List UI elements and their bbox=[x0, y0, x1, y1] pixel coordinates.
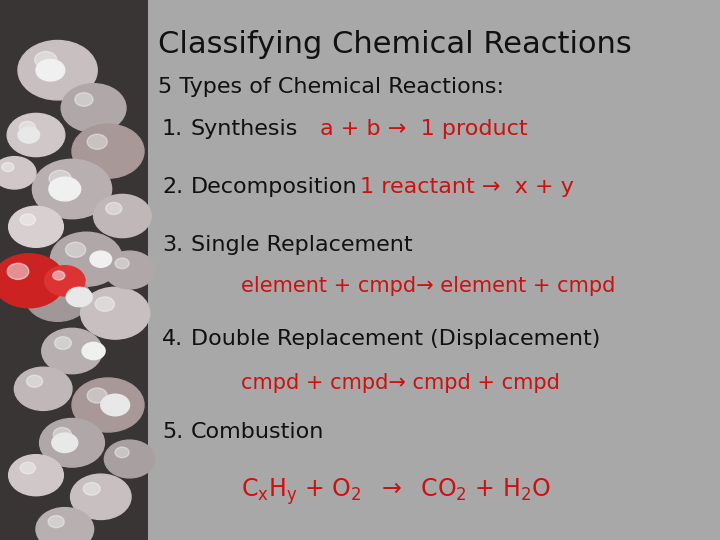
Text: 2.: 2. bbox=[162, 177, 183, 197]
Circle shape bbox=[50, 232, 122, 286]
Circle shape bbox=[104, 251, 155, 289]
Text: Synthesis: Synthesis bbox=[191, 119, 298, 139]
Circle shape bbox=[90, 251, 112, 267]
Circle shape bbox=[32, 159, 112, 219]
Circle shape bbox=[101, 394, 130, 416]
Circle shape bbox=[115, 258, 129, 269]
Circle shape bbox=[71, 474, 131, 519]
Text: Decomposition: Decomposition bbox=[191, 177, 357, 197]
Circle shape bbox=[95, 297, 114, 312]
Circle shape bbox=[45, 266, 85, 296]
Circle shape bbox=[7, 113, 65, 157]
Circle shape bbox=[66, 287, 92, 307]
Circle shape bbox=[7, 263, 29, 280]
Circle shape bbox=[72, 378, 144, 432]
Circle shape bbox=[35, 51, 57, 68]
Text: 1 reactant →  x + y: 1 reactant → x + y bbox=[360, 177, 574, 197]
Circle shape bbox=[18, 127, 40, 143]
Circle shape bbox=[115, 447, 129, 458]
Bar bbox=[0, 0, 148, 540]
Text: Double Replacement (Displacement): Double Replacement (Displacement) bbox=[191, 329, 600, 349]
Text: 1.: 1. bbox=[162, 119, 183, 139]
Circle shape bbox=[40, 418, 104, 467]
Circle shape bbox=[72, 124, 144, 178]
Text: element + cmpd→ element + cmpd: element + cmpd→ element + cmpd bbox=[241, 276, 616, 296]
Text: a + b →  1 product: a + b → 1 product bbox=[320, 119, 528, 139]
Text: 5.: 5. bbox=[162, 422, 184, 442]
Circle shape bbox=[25, 273, 90, 321]
Circle shape bbox=[84, 483, 100, 495]
Circle shape bbox=[52, 433, 78, 453]
Circle shape bbox=[20, 214, 35, 225]
Circle shape bbox=[36, 59, 65, 81]
Circle shape bbox=[0, 157, 36, 189]
Circle shape bbox=[94, 194, 151, 238]
Circle shape bbox=[61, 84, 126, 132]
Circle shape bbox=[87, 388, 107, 403]
Circle shape bbox=[48, 516, 64, 528]
Text: Classifying Chemical Reactions: Classifying Chemical Reactions bbox=[158, 30, 632, 59]
Circle shape bbox=[104, 440, 155, 478]
Text: $\mathregular{C_xH_y}$ + $\mathregular{O_2}$  $\rightarrow$  $\mathregular{CO_2}: $\mathregular{C_xH_y}$ + $\mathregular{O… bbox=[241, 476, 551, 507]
Text: 4.: 4. bbox=[162, 329, 183, 349]
Circle shape bbox=[9, 206, 63, 247]
Circle shape bbox=[0, 254, 65, 308]
Text: 5 Types of Chemical Reactions:: 5 Types of Chemical Reactions: bbox=[158, 77, 505, 97]
Circle shape bbox=[106, 202, 122, 214]
Circle shape bbox=[49, 170, 71, 187]
Circle shape bbox=[42, 328, 102, 374]
Circle shape bbox=[20, 462, 35, 474]
Circle shape bbox=[87, 134, 107, 150]
Circle shape bbox=[82, 342, 105, 360]
Circle shape bbox=[81, 287, 150, 339]
Text: 3.: 3. bbox=[162, 235, 183, 255]
Circle shape bbox=[36, 508, 94, 540]
Circle shape bbox=[49, 177, 81, 201]
Text: cmpd + cmpd→ cmpd + cmpd: cmpd + cmpd→ cmpd + cmpd bbox=[241, 373, 560, 393]
Text: Combustion: Combustion bbox=[191, 422, 324, 442]
Circle shape bbox=[27, 375, 42, 387]
Text: Single Replacement: Single Replacement bbox=[191, 235, 413, 255]
Circle shape bbox=[66, 242, 86, 258]
Circle shape bbox=[53, 271, 65, 280]
Circle shape bbox=[39, 282, 57, 295]
Circle shape bbox=[55, 337, 71, 349]
Circle shape bbox=[19, 122, 35, 133]
Circle shape bbox=[14, 367, 72, 410]
Circle shape bbox=[9, 455, 63, 496]
Circle shape bbox=[18, 40, 97, 100]
Circle shape bbox=[75, 93, 93, 106]
Circle shape bbox=[53, 428, 71, 441]
Circle shape bbox=[2, 163, 14, 172]
